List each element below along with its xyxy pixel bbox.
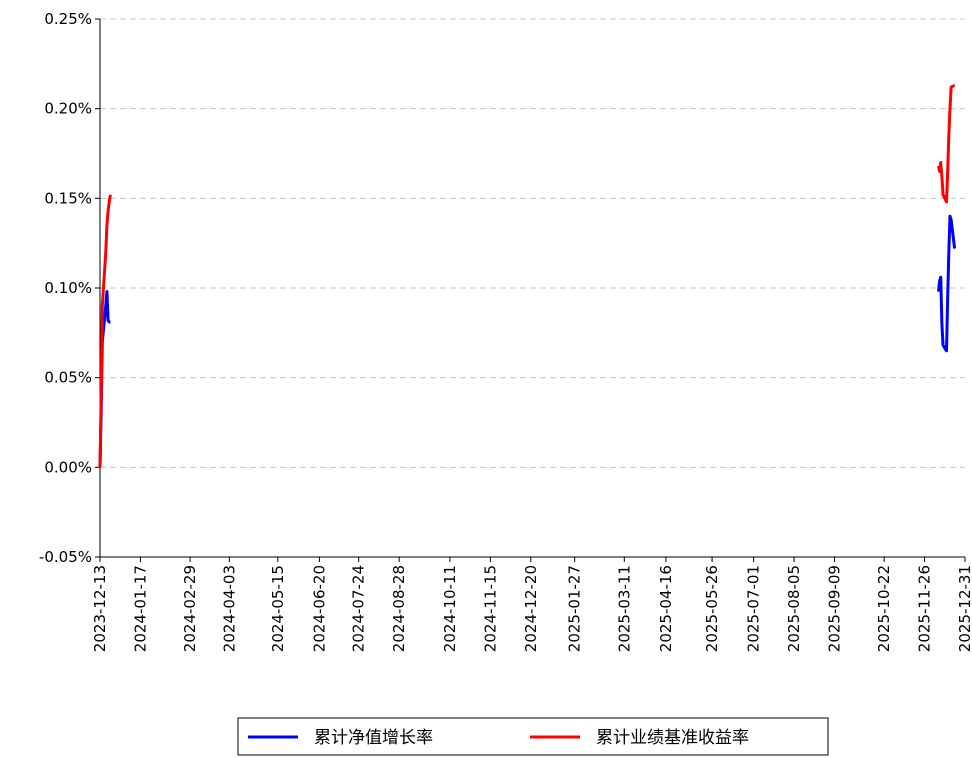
x-tick-label: 2025-09-09 [825,565,843,652]
y-tick-label: -0.05% [39,548,92,566]
x-tick-label: 2024-06-20 [310,565,328,652]
x-tick-label: 2025-12-31 [956,565,972,652]
x-tick-label: 2025-03-11 [615,565,633,652]
x-tick-label: 2024-11-15 [481,565,499,652]
x-tick-label: 2025-11-26 [916,565,934,652]
y-tick-label: 0.25% [44,10,92,28]
x-tick-label: 2024-10-11 [441,565,459,652]
legend-label: 累计净值增长率 [314,728,433,748]
x-tick-label: 2024-01-17 [131,565,149,652]
y-tick-label: 0.15% [44,189,92,207]
y-tick-label: 0.00% [44,458,92,476]
x-tick-label: 2024-04-03 [220,565,238,652]
y-tick-label: 0.05% [44,369,92,387]
x-tick-label: 2025-10-22 [875,565,893,652]
x-tick-label: 2025-07-01 [745,565,763,652]
x-tick-label: 2024-08-28 [390,565,408,652]
x-tick-label: 2024-12-20 [522,565,540,652]
series-line [98,84,956,468]
x-tick-label: 2024-07-24 [350,565,368,652]
y-tick-label: 0.10% [44,279,92,297]
legend-box [237,717,829,756]
x-tick-label: 2024-05-15 [269,565,287,652]
x-tick-label: 2025-04-16 [657,565,675,652]
legend-label: 累计业绩基准收益率 [596,728,749,748]
x-tick-label: 2025-05-26 [703,565,721,652]
x-tick-label: 2024-02-29 [181,565,199,652]
series-line [98,214,957,468]
x-tick-label: 2025-08-05 [785,565,803,652]
x-tick-label: 2025-01-27 [566,565,584,652]
x-tick-label: 2023-12-13 [91,565,109,652]
y-tick-label: 0.20% [44,100,92,118]
